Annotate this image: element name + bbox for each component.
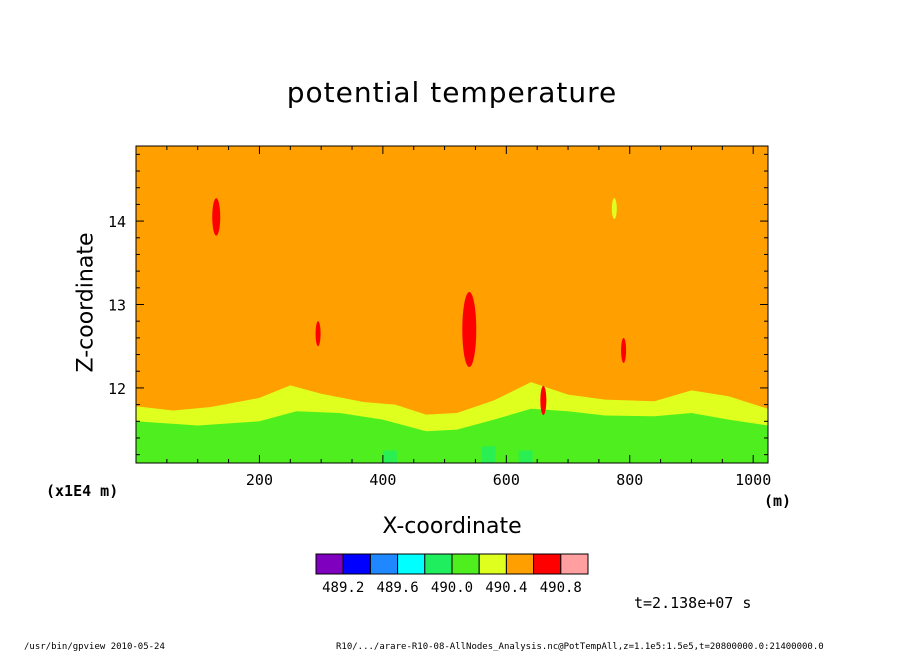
field-patch-red-3 xyxy=(315,321,321,347)
legend-label: 490.0 xyxy=(431,580,473,596)
footer-right-text: R10/.../arare-R10-08-AllNodes_Analysis.n… xyxy=(336,642,824,652)
y-tick-label: 12 xyxy=(108,380,126,398)
legend-swatch-7 xyxy=(505,553,535,575)
x-tick-label: 200 xyxy=(246,471,273,489)
x-axis-unit: (m) xyxy=(764,492,792,510)
legend-swatch-2 xyxy=(369,553,399,575)
field-patch-red-1 xyxy=(462,291,477,368)
y-axis-unit: (x1E4 m) xyxy=(46,482,119,500)
field-patch-cyan-0 xyxy=(382,450,397,463)
legend-swatch-4 xyxy=(424,553,453,575)
field-band-green xyxy=(136,408,768,463)
legend-swatch-6 xyxy=(478,553,507,575)
legend-swatch-5 xyxy=(451,553,480,575)
legend-label: 489.2 xyxy=(322,580,364,596)
footer-left-text: /usr/bin/gpview 2010-05-24 xyxy=(24,642,165,652)
field-patch-red-4 xyxy=(621,337,627,363)
chart-title: potential temperature xyxy=(286,76,618,109)
y-axis-label: Z-coordinate xyxy=(73,232,99,373)
time-label: t=2.138e+07 s xyxy=(634,594,752,612)
field-patch-cyan-1 xyxy=(481,446,496,463)
legend-label: 489.6 xyxy=(377,580,419,596)
legend-swatch-8 xyxy=(533,553,562,575)
legend-swatch-3 xyxy=(397,553,426,575)
legend-label: 490.8 xyxy=(540,580,582,596)
x-tick-label: 1000 xyxy=(735,471,771,489)
y-tick-label: 13 xyxy=(108,297,126,315)
x-tick-label: 800 xyxy=(616,471,643,489)
field-patch-red-0 xyxy=(212,198,221,236)
legend-swatch-0 xyxy=(315,553,344,575)
legend-label: 490.4 xyxy=(485,580,527,596)
x-tick-label: 600 xyxy=(493,471,520,489)
legend-swatch-1 xyxy=(342,553,371,575)
field-patch-red-2 xyxy=(540,385,547,416)
field-patch-cyan-2 xyxy=(518,450,533,463)
x-tick-label: 400 xyxy=(369,471,396,489)
y-tick-label: 14 xyxy=(108,213,126,231)
field-patch-yellow-0 xyxy=(611,198,617,219)
legend-swatch-9 xyxy=(560,553,589,575)
x-axis-label: X-coordinate xyxy=(382,514,522,539)
